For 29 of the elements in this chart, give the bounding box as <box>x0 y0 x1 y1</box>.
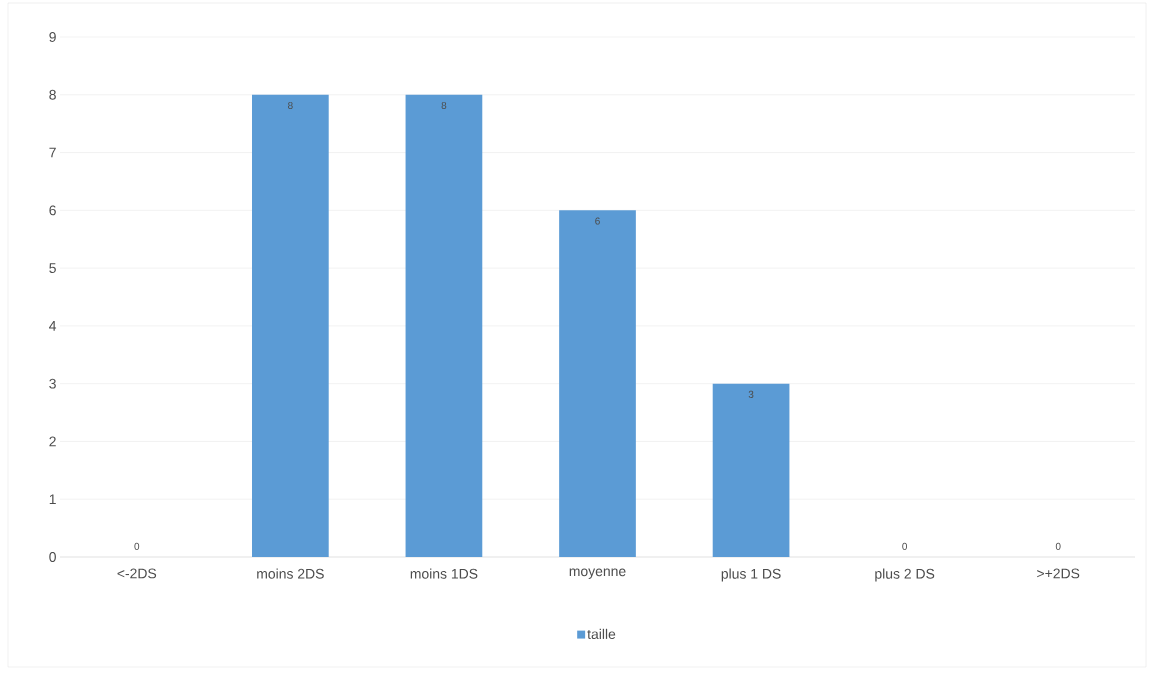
x-tick-label: moins 2DS <box>257 568 324 579</box>
x-tick-label: >+2DS <box>1037 568 1080 579</box>
x-tick-label: plus 2 DS <box>875 568 935 582</box>
y-tick-label: 8 <box>49 89 56 100</box>
data-label: 6 <box>595 217 600 225</box>
data-label: 0 <box>1055 542 1061 550</box>
x-tick-label: moins 1DS <box>410 568 478 579</box>
x-tick-label: plus 1 DS <box>721 568 781 582</box>
y-tick-label: 4 <box>49 321 57 331</box>
x-tick-label: <-2DS <box>117 568 157 579</box>
bar <box>252 94 329 557</box>
data-label: 3 <box>748 390 754 398</box>
y-tick-label: 2 <box>49 436 56 447</box>
data-label: 0 <box>134 542 140 550</box>
data-label: 8 <box>441 101 447 109</box>
y-tick-label: 0 <box>49 552 56 562</box>
bar <box>712 383 790 557</box>
x-tick-label: moyenne <box>569 568 626 579</box>
legend-label: taille <box>587 628 616 640</box>
y-tick-label: 5 <box>49 263 56 273</box>
y-tick-label: 1 <box>49 494 56 505</box>
y-tick-label: 6 <box>49 205 56 216</box>
y-tick-label: 3 <box>49 378 56 389</box>
y-tick-label: 7 <box>49 147 56 158</box>
bar <box>405 94 483 557</box>
y-tick-label: 9 <box>49 32 56 42</box>
data-label: 8 <box>288 101 293 109</box>
data-label: 0 <box>902 542 908 550</box>
bar <box>559 210 636 557</box>
